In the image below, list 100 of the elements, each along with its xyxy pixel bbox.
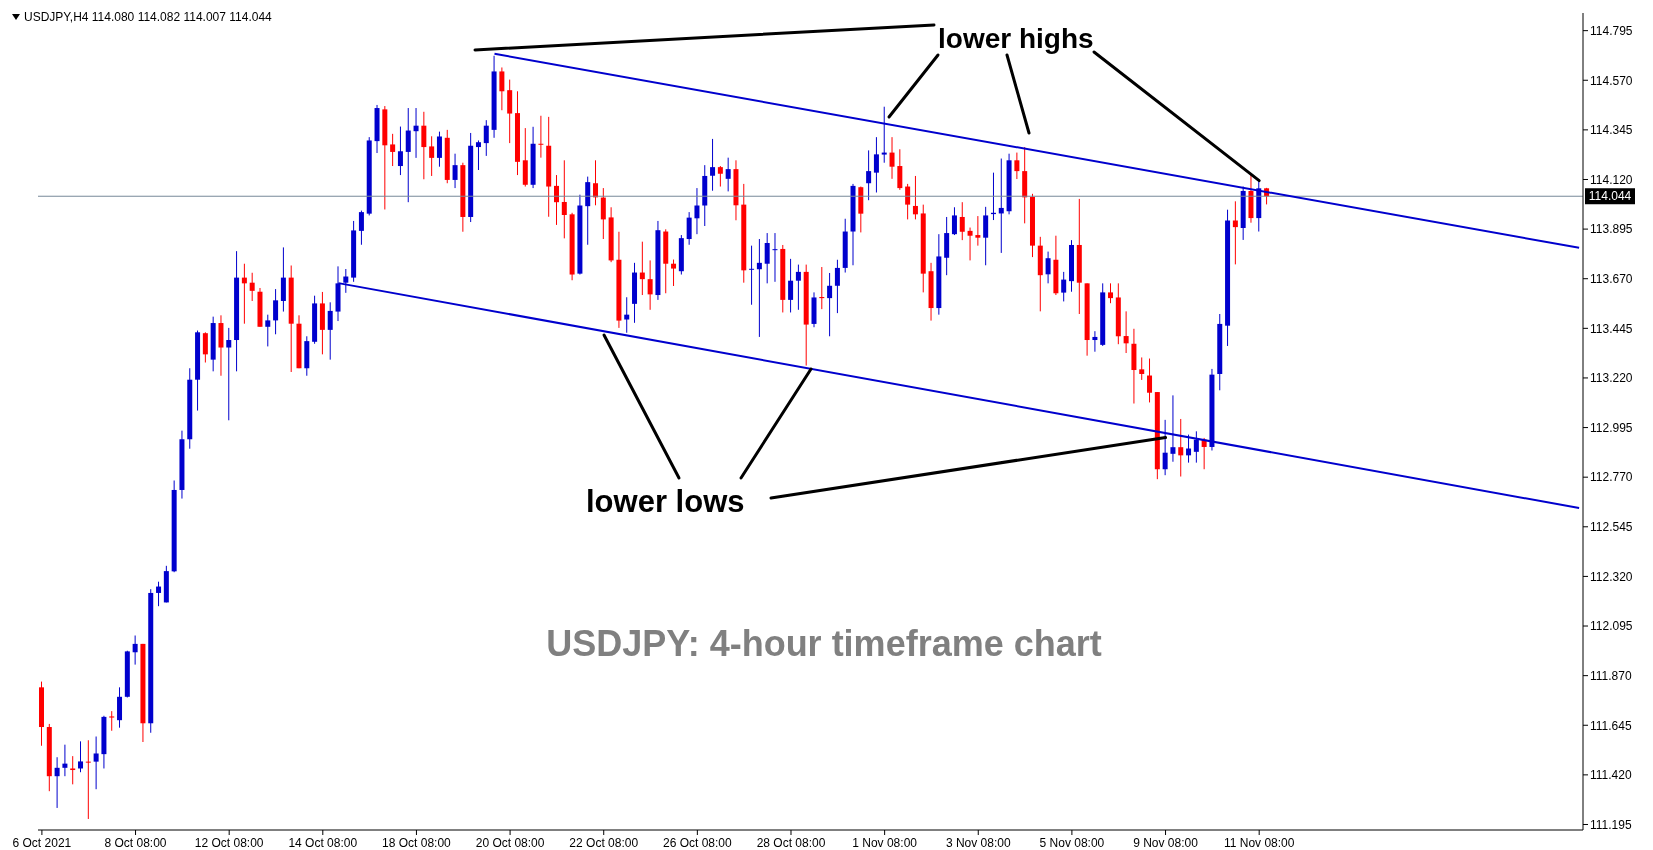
- candlestick: [749, 245, 755, 306]
- candlestick: [421, 111, 427, 180]
- candlestick: [905, 183, 911, 220]
- annotation: USDJPY: 4-hour timeframe chart: [546, 623, 1102, 664]
- candlestick: [600, 187, 606, 240]
- candlestick: [1045, 251, 1051, 284]
- candlestick: [78, 740, 84, 773]
- y-tick-label: 111.420: [1590, 768, 1632, 783]
- candlestick: [671, 259, 677, 287]
- x-tick-label: 1 Nov 08:00: [852, 836, 918, 850]
- candlestick: [866, 149, 872, 201]
- candlestick: [717, 165, 723, 188]
- ref-line-label: 114.044: [1588, 189, 1632, 204]
- candlestick: [639, 241, 645, 296]
- candlestick: [951, 206, 957, 236]
- candlestick: [647, 259, 653, 311]
- candlestick: [834, 259, 840, 314]
- candlestick: [390, 133, 396, 167]
- candlestick: [624, 296, 630, 334]
- x-tick-label: 8 Oct 08:00: [104, 836, 167, 850]
- candlestick: [897, 148, 903, 191]
- candlestick: [889, 136, 895, 180]
- x-tick-label: 9 Nov 08:00: [1133, 836, 1199, 850]
- candlestick: [1061, 271, 1067, 302]
- candlestick: [1123, 310, 1129, 354]
- annotation: lower lows: [586, 484, 745, 519]
- candlestick: [554, 174, 559, 226]
- candlestick: [686, 211, 692, 246]
- candlestick: [156, 581, 162, 607]
- candlestick: [1232, 200, 1238, 265]
- y-tick-label: 111.645: [1590, 718, 1632, 733]
- candlestick: [358, 210, 364, 246]
- x-tick-label: 28 Oct 08:00: [756, 836, 826, 850]
- y-tick-label: 113.895: [1590, 222, 1633, 237]
- candlestick: [397, 126, 403, 176]
- candlestick: [327, 301, 333, 361]
- candlestick: [265, 314, 271, 347]
- candlestick: [202, 331, 208, 364]
- y-tick-label: 111.870: [1590, 668, 1632, 683]
- y-tick-label: 111.195: [1590, 817, 1632, 832]
- y-tick-label: 114.795: [1590, 23, 1633, 38]
- candlestick: [1170, 394, 1176, 463]
- candlestick: [983, 206, 989, 266]
- candlestick: [1014, 152, 1020, 180]
- candlestick: [788, 258, 794, 313]
- candlestick: [1092, 330, 1098, 353]
- candlestick: [452, 153, 458, 189]
- y-tick-label: 112.545: [1590, 520, 1633, 535]
- candlestick: [1108, 282, 1114, 304]
- x-tick-label: 5 Nov 08:00: [1039, 836, 1105, 850]
- candlestick: [280, 246, 286, 313]
- candlestick: [405, 107, 411, 203]
- candlestick: [436, 131, 442, 168]
- candlestick: [507, 79, 513, 144]
- candlestick: [827, 272, 833, 337]
- y-tick-label: 113.220: [1590, 371, 1633, 386]
- y-tick-label: 114.120: [1590, 172, 1633, 187]
- candlestick: [694, 187, 700, 235]
- x-tick-label: 14 Oct 08:00: [288, 836, 358, 850]
- chart-title: USDJPY,H4 114.080 114.082 114.007 114.044: [24, 10, 272, 24]
- candlestick: [85, 739, 91, 820]
- candlestick: [881, 106, 887, 164]
- candlestick: [1162, 419, 1168, 476]
- candlestick: [764, 232, 770, 284]
- annotation: lower highs: [938, 23, 1094, 54]
- candlestick: [273, 288, 279, 335]
- candlestick: [561, 159, 567, 239]
- candlestick: [70, 755, 76, 785]
- candlestick: [54, 756, 60, 809]
- candlestick: [795, 264, 801, 311]
- candlestick: [132, 635, 138, 666]
- x-tick-label: 3 Nov 08:00: [945, 836, 1011, 850]
- candlestick: [62, 744, 68, 777]
- x-tick-label: 12 Oct 08:00: [194, 836, 264, 850]
- y-tick-label: 112.995: [1590, 420, 1633, 435]
- candlestick: [772, 232, 778, 283]
- x-tick-label: 26 Oct 08:00: [663, 836, 733, 850]
- y-tick-label: 113.445: [1590, 321, 1633, 336]
- candlestick: [593, 159, 599, 206]
- candlestick: [710, 138, 716, 192]
- candlestick: [959, 201, 965, 241]
- y-tick-label: 114.570: [1590, 73, 1633, 88]
- x-tick-label: 18 Oct 08:00: [382, 836, 452, 850]
- candlestick: [538, 115, 544, 159]
- candlestick: [1193, 430, 1199, 464]
- x-tick-label: 6 Oct 2021: [12, 836, 72, 850]
- x-tick-label: 22 Oct 08:00: [569, 836, 639, 850]
- y-tick-label: 113.670: [1590, 271, 1633, 286]
- candlestick: [109, 710, 115, 732]
- y-tick-label: 112.320: [1590, 569, 1633, 584]
- candlestick: [475, 139, 481, 171]
- candlestick: [499, 66, 505, 111]
- candlestick: [725, 157, 731, 192]
- candlestick: [226, 327, 232, 421]
- candlestick: [873, 136, 879, 193]
- candlestick: [1147, 358, 1153, 403]
- y-tick-label: 112.770: [1590, 470, 1633, 485]
- candlestick: [1178, 418, 1184, 478]
- x-tick-label: 11 Nov 08:00: [1223, 836, 1295, 850]
- candlestick: [249, 272, 255, 302]
